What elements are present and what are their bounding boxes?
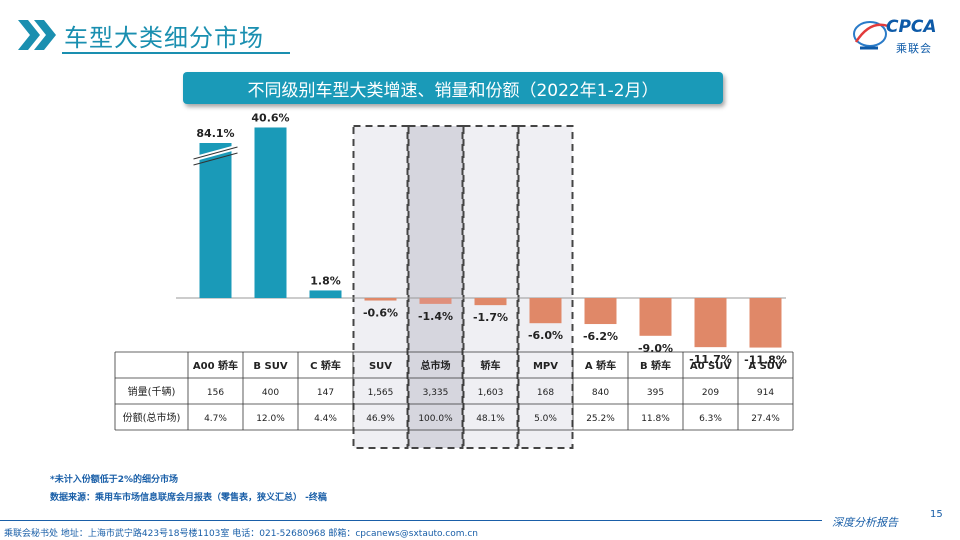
table-cell: 209	[702, 388, 719, 398]
note-threshold: *未计入份额低于2%的细分市场	[50, 475, 178, 485]
data-label: -6.2%	[583, 330, 618, 343]
table-cell: 395	[647, 388, 664, 398]
data-label: -0.6%	[363, 307, 398, 320]
table-cell: 5.0%	[534, 414, 557, 424]
data-label: 40.6%	[251, 111, 289, 124]
bar	[364, 298, 397, 301]
highlight-frame	[352, 125, 409, 449]
highlight-frame	[517, 125, 574, 449]
axis-break-line	[193, 152, 238, 166]
bar	[749, 298, 782, 348]
highlight-band	[463, 126, 518, 448]
title-underline	[62, 52, 290, 54]
footer-address: 乘联会秘书处 地址：上海市武宁路423号18号楼1103室 电话：021-526…	[4, 529, 479, 539]
highlight-band	[518, 126, 573, 448]
table-cell: 12.0%	[256, 414, 285, 424]
table-cell: 27.4%	[751, 414, 780, 424]
table-cell: 11.8%	[641, 414, 670, 424]
table-cell: 168	[537, 388, 554, 398]
title-chevron-icon	[18, 20, 56, 50]
highlight-frame	[462, 125, 519, 449]
cpca-logo-icon	[853, 21, 889, 50]
bar	[254, 127, 287, 298]
highlight-band	[408, 126, 463, 448]
table-row-label: 销量(千辆)	[128, 385, 176, 398]
table-cell: 156	[207, 388, 224, 398]
data-label: -1.4%	[418, 310, 453, 323]
axis-break-line	[193, 146, 238, 160]
category-label: 轿车	[481, 359, 501, 372]
note-source: 数据来源：乘用车市场信息联席会月报表（零售表，狭义汇总） -终稿	[50, 493, 327, 503]
bar	[474, 298, 507, 306]
footer-rule	[0, 520, 822, 521]
table-cell: 147	[317, 388, 334, 398]
category-label: SUV	[369, 361, 392, 372]
table-cell: 100.0%	[418, 414, 453, 424]
category-label: 总市场	[421, 359, 451, 372]
data-label: 84.1%	[196, 127, 234, 140]
table-cell: 3,335	[423, 388, 449, 398]
category-label: B SUV	[253, 361, 287, 372]
category-label: A0 SUV	[690, 361, 732, 372]
table-cell: 1,565	[368, 388, 394, 398]
category-label: A SUV	[748, 361, 783, 372]
category-label: B 轿车	[640, 359, 671, 372]
table-cell: 48.1%	[476, 414, 505, 424]
table-row-label: 份额(总市场)	[123, 411, 181, 424]
page-number: 15	[930, 509, 943, 520]
data-label: -6.0%	[528, 329, 563, 342]
data-label: -11.7%	[689, 353, 732, 366]
table-cell: 46.9%	[366, 414, 395, 424]
bar	[639, 298, 672, 336]
table-cell: 1,603	[478, 388, 504, 398]
bar	[584, 298, 617, 325]
bar	[309, 290, 342, 298]
table-cell: 400	[262, 388, 279, 398]
chart-title: 不同级别车型大类增速、销量和份额（2022年1-2月）	[183, 72, 723, 104]
highlight-band	[353, 126, 408, 448]
data-label: 1.8%	[310, 274, 341, 287]
bar	[419, 298, 452, 304]
category-label: MPV	[533, 361, 558, 372]
footer-tag: 深度分析报告	[832, 516, 898, 529]
highlight-frame	[407, 125, 464, 449]
data-label: -9.0%	[638, 342, 673, 355]
logo-subtitle: 乘联会	[896, 42, 932, 55]
table-cell: 4.7%	[204, 414, 227, 424]
category-label: A00 轿车	[193, 359, 238, 372]
data-label: -11.8%	[744, 354, 787, 367]
category-label: A 轿车	[585, 359, 616, 372]
table-cell: 25.2%	[586, 414, 615, 424]
page-title: 车型大类细分市场	[64, 24, 264, 52]
table-cell: 914	[757, 388, 774, 398]
table-cell: 4.4%	[314, 414, 337, 424]
data-label: -1.7%	[473, 311, 508, 324]
bar	[529, 298, 562, 324]
logo-text: CPCA	[886, 17, 937, 37]
table-cell: 840	[592, 388, 609, 398]
category-label: C 轿车	[310, 359, 341, 372]
table-cell: 6.3%	[699, 414, 722, 424]
bar	[199, 143, 232, 298]
bar	[694, 298, 727, 348]
